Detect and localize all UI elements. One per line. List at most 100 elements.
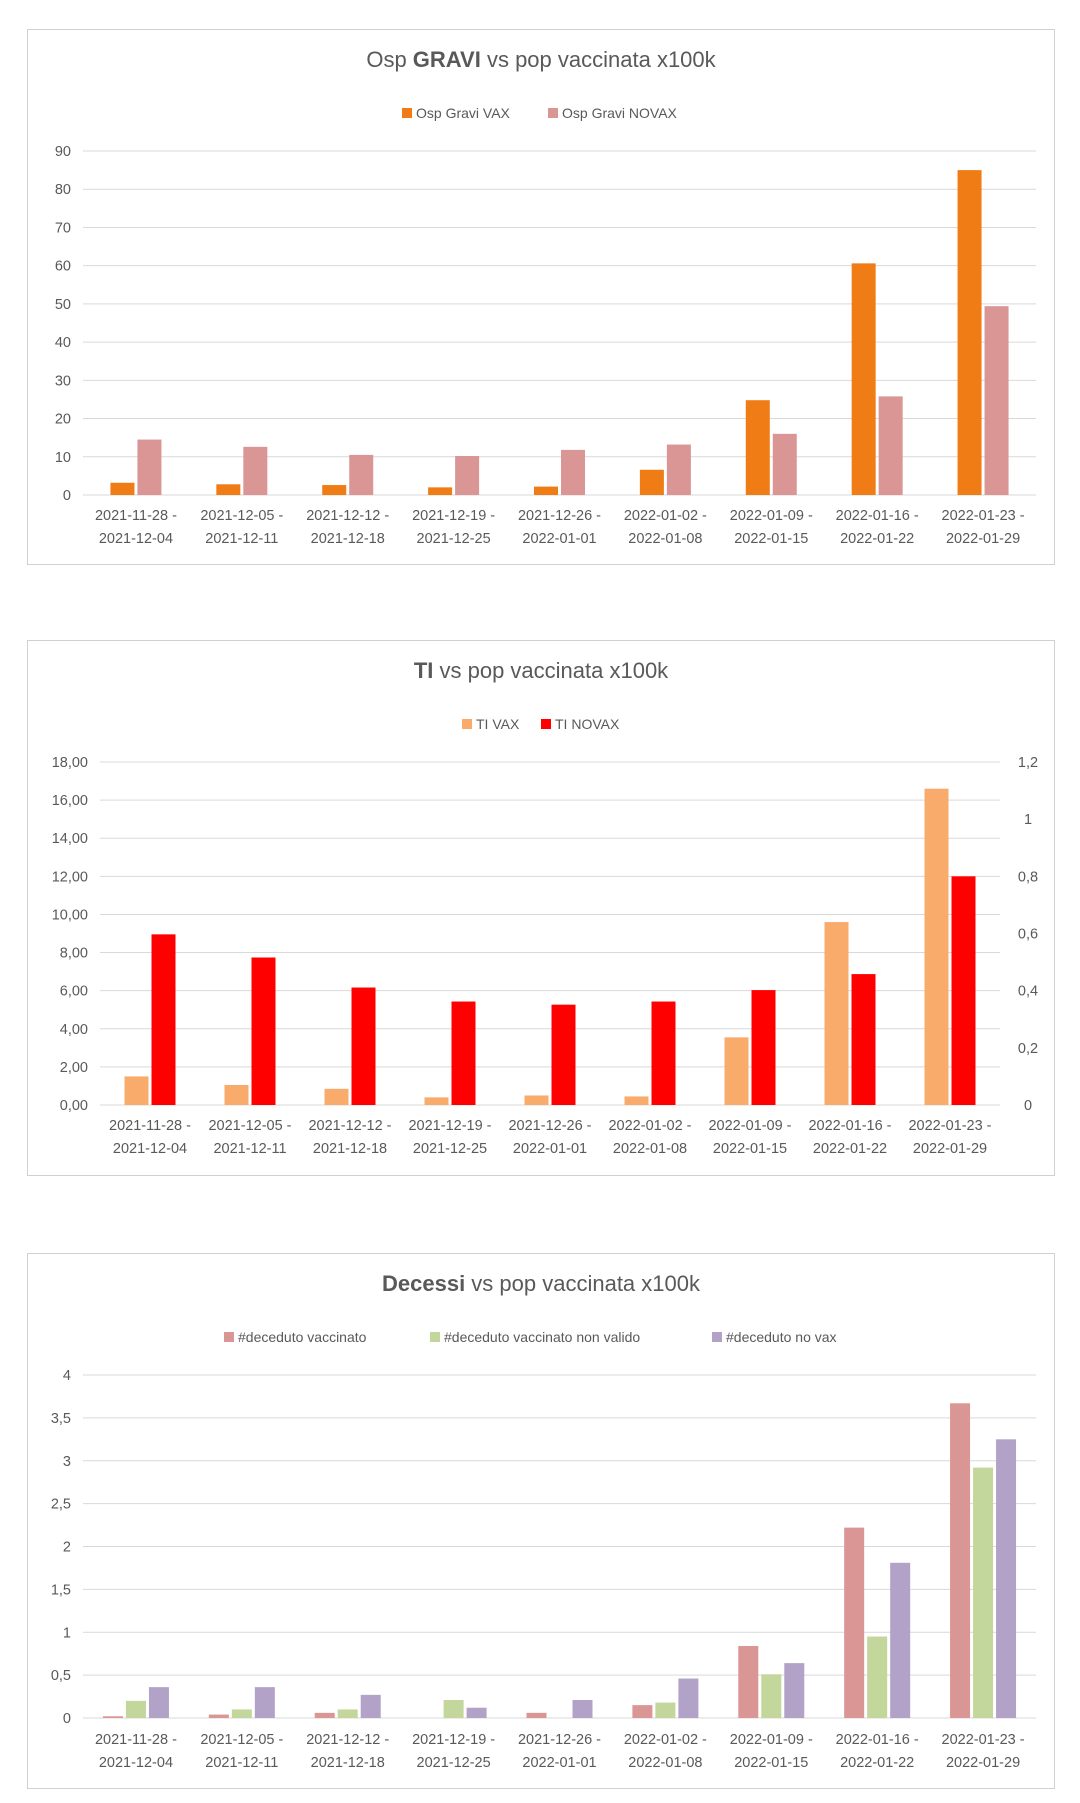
bar-osp-s1-c0: [137, 439, 162, 495]
y-tick-label: 6,00: [60, 984, 88, 1000]
bar-decessi-s2-c1: [254, 1687, 275, 1718]
bar-decessi-s1-c0: [125, 1700, 146, 1718]
y-tick-label: 16,00: [52, 793, 88, 809]
y-tick-label: 18,00: [52, 755, 88, 771]
bar-osp-s1-c2: [349, 454, 374, 495]
x-tick-label: 2022-01-08: [628, 1755, 702, 1771]
x-tick-label: 2022-01-23 -: [942, 508, 1025, 524]
y-tick-label: 50: [55, 297, 71, 313]
y-tick-label: 0,00: [60, 1098, 88, 1114]
bar-ti-s0-c7: [824, 922, 849, 1105]
legend-label: #deceduto no vax: [726, 1329, 837, 1345]
y2-tick-label: 1,2: [1018, 755, 1038, 771]
bar-ti-s0-c5: [624, 1096, 649, 1105]
y2-tick-label: 1: [1024, 812, 1032, 828]
y-tick-label: 60: [55, 259, 71, 275]
bar-osp-s0-c1: [216, 484, 241, 495]
x-tick-label: 2022-01-08: [628, 531, 702, 547]
x-tick-label: 2021-12-18: [313, 1141, 387, 1157]
legend-swatch: [402, 108, 412, 118]
bar-osp-s1-c3: [455, 456, 480, 495]
bar-osp-s1-c5: [666, 444, 691, 495]
chart-osp-gravi: Osp GRAVI vs pop vaccinata x100k Osp Grav…: [55, 47, 1036, 547]
bar-ti-s1-c6: [751, 990, 776, 1105]
bar-decessi-s0-c0: [102, 1716, 123, 1718]
bar-osp-s1-c6: [772, 433, 797, 495]
bar-decessi-s0-c4: [526, 1712, 547, 1718]
x-tick-label: 2022-01-16 -: [836, 508, 919, 524]
x-tick-label: 2021-12-11: [205, 1755, 278, 1771]
legend-item-decessi-0: #deceduto vaccinato: [224, 1329, 367, 1345]
y2-tick-label: 0,8: [1018, 869, 1038, 885]
chart-title-osp: Osp GRAVI vs pop vaccinata x100k: [366, 47, 716, 72]
x-tick-label: 2022-01-22: [813, 1141, 887, 1157]
x-tick-label: 2021-12-25: [417, 1755, 491, 1771]
legend-label: #deceduto vaccinato non valido: [444, 1329, 640, 1345]
x-tick-label: 2021-12-11: [213, 1141, 286, 1157]
chart-ti: TI vs pop vaccinata x100k TI VAX TI NOVAX 0…: [52, 658, 1038, 1157]
bar-osp-s1-c4: [561, 449, 585, 495]
legend-label: Osp Gravi NOVAX: [562, 105, 678, 121]
bar-ti-s1-c5: [651, 1001, 676, 1105]
x-tick-label: 2021-12-26 -: [518, 1732, 601, 1748]
y2-tick-label: 0,2: [1018, 1041, 1038, 1057]
x-tick-label: 2021-12-19 -: [412, 1732, 495, 1748]
bar-osp-s1-c1: [243, 446, 268, 495]
y2-tick-label: 0,4: [1018, 984, 1038, 1000]
x-tick-label: 2022-01-16 -: [836, 1732, 919, 1748]
y2-tick-label: 0,6: [1018, 927, 1038, 943]
y-tick-label: 30: [55, 373, 71, 389]
bar-ti-s0-c8: [924, 788, 949, 1105]
x-tick-label: 2021-12-12 -: [306, 1732, 389, 1748]
y2-tick-label: 0: [1024, 1098, 1032, 1114]
x-tick-label: 2022-01-15: [734, 531, 808, 547]
bar-ti-s1-c3: [451, 1001, 476, 1105]
bar-osp-s0-c7: [851, 263, 876, 495]
bar-decessi-s2-c6: [784, 1663, 805, 1718]
legend-swatch: [541, 719, 551, 729]
bar-osp-s0-c3: [428, 487, 453, 495]
x-tick-label: 2021-12-04: [113, 1141, 187, 1157]
y-tick-label: 4: [63, 1368, 71, 1384]
bar-decessi-s2-c4: [572, 1699, 593, 1718]
bar-ti-s0-c4: [524, 1095, 549, 1105]
x-tick-label: 2022-01-23 -: [942, 1732, 1025, 1748]
x-tick-label: 2022-01-29: [913, 1141, 987, 1157]
bar-osp-s0-c0: [110, 482, 135, 495]
x-tick-label: 2021-12-04: [99, 531, 173, 547]
y-tick-label: 3: [63, 1454, 71, 1470]
y-tick-label: 40: [55, 335, 71, 351]
bar-ti-s1-c7: [851, 974, 876, 1105]
legend-item-ti-1: TI NOVAX: [541, 716, 620, 732]
bar-decessi-s1-c7: [867, 1636, 888, 1718]
chart-panel-ti: TI vs pop vaccinata x100k TI VAX TI NOVAX 0…: [27, 640, 1055, 1176]
bar-ti-s0-c0: [124, 1076, 149, 1105]
bar-decessi-s2-c8: [996, 1439, 1017, 1718]
x-tick-label: 2022-01-23 -: [908, 1118, 991, 1134]
legend-item-osp-0: Osp Gravi VAX: [402, 105, 511, 121]
bar-decessi-s1-c3: [443, 1699, 464, 1718]
x-tick-label: 2021-12-19 -: [412, 508, 495, 524]
x-tick-label: 2021-12-18: [311, 1755, 385, 1771]
legend-label: #deceduto vaccinato: [238, 1329, 367, 1345]
x-tick-label: 2022-01-01: [513, 1141, 587, 1157]
x-tick-label: 2022-01-29: [946, 531, 1020, 547]
bar-decessi-s1-c5: [655, 1702, 676, 1718]
x-tick-label: 2021-12-05 -: [200, 508, 283, 524]
y-tick-label: 8,00: [60, 946, 88, 962]
y-tick-label: 3,5: [51, 1411, 71, 1427]
x-tick-label: 2022-01-15: [734, 1755, 808, 1771]
y-tick-label: 12,00: [52, 869, 88, 885]
legend-swatch: [712, 1332, 722, 1342]
legend-swatch: [224, 1332, 234, 1342]
bar-ti-s0-c3: [424, 1097, 449, 1105]
bar-ti-s1-c0: [151, 934, 176, 1105]
y-tick-label: 20: [55, 412, 71, 428]
bar-osp-s0-c4: [534, 486, 558, 495]
bar-decessi-s1-c2: [337, 1709, 358, 1718]
y-tick-label: 90: [55, 144, 71, 160]
bar-osp-s0-c2: [322, 485, 347, 495]
chart-panel-decessi: Decessi vs pop vaccinata x100k #deceduto …: [27, 1253, 1055, 1789]
y-tick-label: 10: [55, 450, 71, 466]
x-tick-label: 2022-01-08: [613, 1141, 687, 1157]
